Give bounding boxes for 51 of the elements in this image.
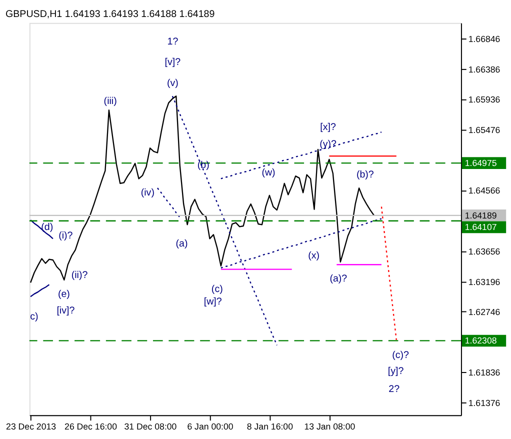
annotation: 2? bbox=[388, 384, 400, 396]
y-tick-label: 1.62746 bbox=[468, 306, 500, 317]
y-tick-label: 1.64566 bbox=[468, 186, 500, 196]
annotation: c) bbox=[30, 312, 38, 323]
annotation: [y]? bbox=[388, 366, 404, 378]
annotation: (y)? bbox=[320, 139, 338, 150]
x-tick-label: 23 Dec 2013 bbox=[6, 421, 56, 432]
annotation: (w) bbox=[262, 168, 276, 179]
annotation: 1? bbox=[167, 36, 179, 48]
ref-line-label: 1.62308 bbox=[464, 336, 497, 346]
y-tick-label: 1.65936 bbox=[468, 94, 500, 104]
annotation: [iv]? bbox=[56, 305, 76, 316]
annotation: (e) bbox=[58, 288, 70, 300]
line-series bbox=[380, 206, 397, 341]
x-tick-label: 26 Dec 16:00 bbox=[64, 421, 118, 432]
line-series bbox=[30, 219, 54, 240]
y-tick-label: 1.63196 bbox=[468, 276, 500, 287]
annotation: (i)? bbox=[58, 230, 74, 242]
annotation: [v]? bbox=[164, 57, 182, 68]
x-tick-label: 31 Dec 08:00 bbox=[124, 421, 177, 432]
annotation: (b)? bbox=[356, 170, 374, 181]
ref-line-label: 1.64107 bbox=[464, 222, 497, 232]
line-series bbox=[220, 132, 382, 180]
y-tick-label: 1.66846 bbox=[468, 34, 500, 44]
y-tick-label: 1.61836 bbox=[468, 368, 500, 378]
y-tick-label: 1.66386 bbox=[468, 64, 500, 75]
y-tick-label: 1.61376 bbox=[468, 398, 500, 408]
annotation: (c) bbox=[211, 284, 223, 296]
annotation: [x]? bbox=[320, 122, 337, 133]
ref-line-label: 1.64975 bbox=[464, 158, 497, 168]
annotation: (x) bbox=[308, 250, 320, 262]
annotation: (iv) bbox=[140, 188, 154, 199]
annotation: (ii)? bbox=[71, 270, 88, 282]
annotation: (a) bbox=[176, 238, 188, 250]
line-series bbox=[156, 187, 180, 218]
annotation: [w]? bbox=[204, 296, 222, 308]
annotation: (d) bbox=[41, 222, 54, 234]
line-series bbox=[30, 284, 50, 298]
line-series bbox=[30, 96, 375, 284]
annotation: (iii) bbox=[104, 96, 117, 107]
y-tick-label: 1.63656 bbox=[468, 246, 500, 256]
x-tick-label: 6 Jan 00:00 bbox=[187, 421, 234, 432]
x-tick-label: 13 Jan 08:00 bbox=[304, 421, 356, 432]
x-tick-label: 8 Jan 16:00 bbox=[246, 421, 294, 432]
annotation: (a)? bbox=[330, 274, 348, 285]
y-tick-label: 1.65476 bbox=[468, 125, 500, 136]
annotation: (b) bbox=[197, 160, 210, 172]
annotation: (v) bbox=[166, 78, 178, 89]
chart-title: GBPUSD,H1 1.64193 1.64193 1.64188 1.64189 bbox=[6, 8, 215, 20]
ref-line-label: 1.64189 bbox=[464, 210, 497, 220]
annotation: (c)? bbox=[392, 350, 410, 362]
